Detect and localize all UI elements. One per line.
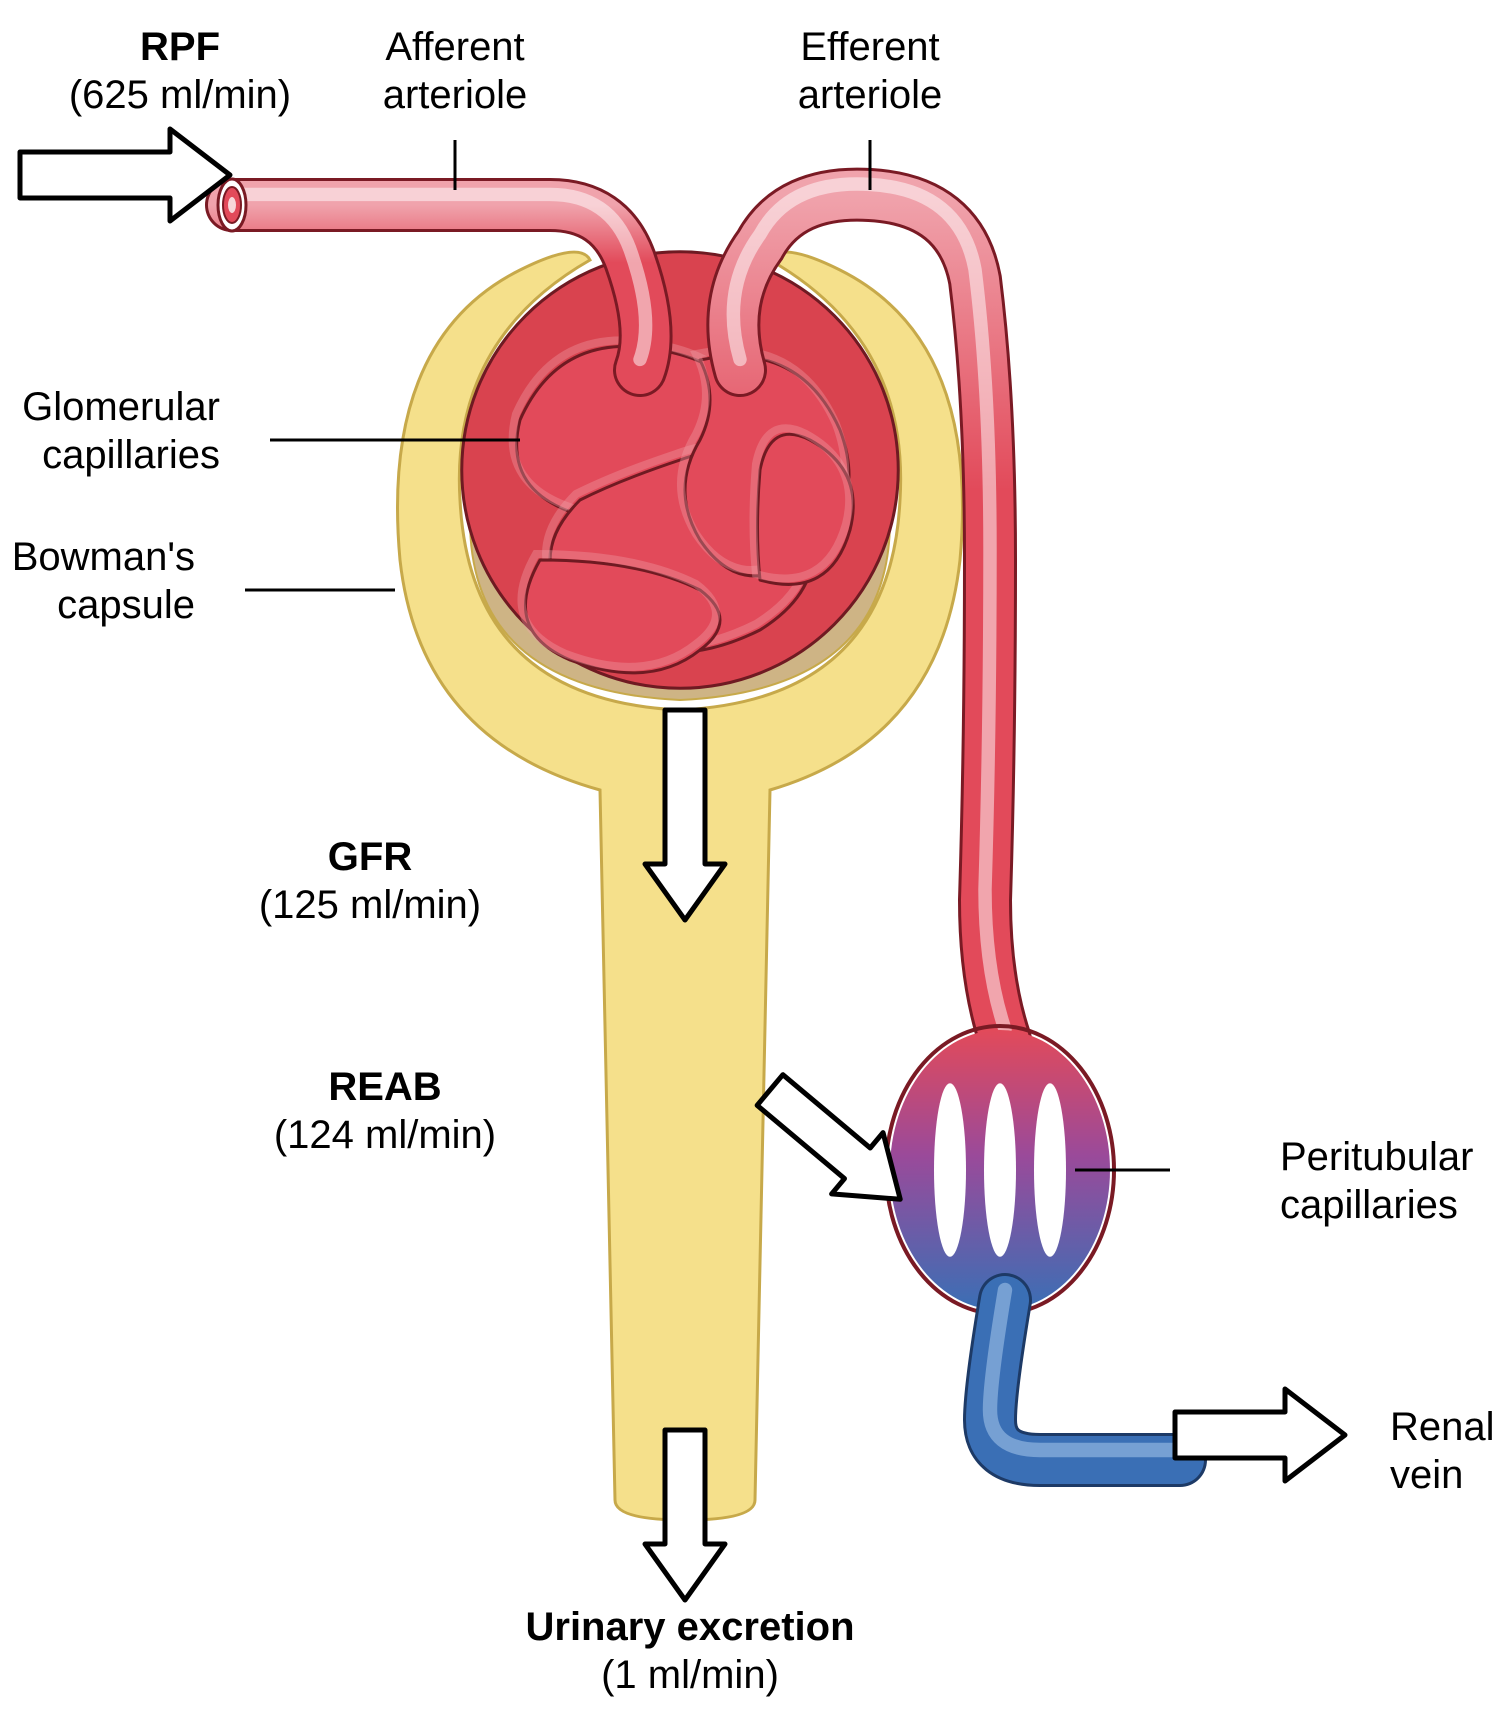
afferent-label: Afferent [385,25,524,69]
gfr-label: GFR [328,835,413,879]
reab-value: (124 ml/min) [274,1113,496,1157]
efferent-label2: arteriole [798,73,943,117]
gfr-value: (125 ml/min) [259,883,481,927]
rpf-arrow [20,129,230,221]
afferent-cut-end [218,179,246,231]
rpf-value: (625 ml/min) [69,73,291,117]
peritubular-label: Peritubular [1280,1135,1473,1179]
glomerular-label2: capillaries [42,433,220,477]
afferent-label2: arteriole [383,73,528,117]
glomerular-label: Glomerular [22,385,220,429]
renal-vein [990,1290,1180,1460]
reab-label: REAB [328,1065,441,1109]
efferent-label: Efferent [800,25,939,69]
peritubular-label2: capillaries [1280,1183,1458,1227]
bowman-label: Bowman's [12,535,195,579]
urinary-excretion-label: Urinary excretion [525,1605,854,1649]
renal-vein-label2: vein [1390,1453,1463,1497]
glomerulus [462,252,899,689]
renal-vein-label: Renal [1390,1405,1495,1449]
rpf-label: RPF [140,25,220,69]
bowman-label2: capsule [57,583,195,627]
urinary-excretion-value: (1 ml/min) [601,1653,779,1697]
